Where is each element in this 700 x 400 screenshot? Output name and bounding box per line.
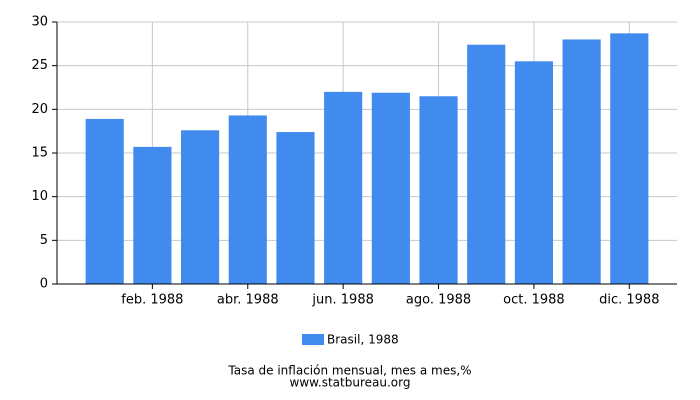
y-tick-label: 0 <box>40 277 48 292</box>
chart-title: Tasa de inflación mensual, mes a mes,% <box>227 364 471 378</box>
x-tick-label: feb. 1988 <box>121 293 183 308</box>
legend-label: Brasil, 1988 <box>327 333 399 347</box>
bar <box>181 130 220 284</box>
y-tick-label: 20 <box>31 102 48 117</box>
y-tick-label: 30 <box>31 15 48 30</box>
bar <box>562 39 601 284</box>
bar <box>419 96 458 284</box>
x-tick-label: ago. 1988 <box>406 293 471 308</box>
x-tick-label: dic. 1988 <box>599 293 659 308</box>
bar <box>85 118 124 284</box>
x-tick-label: abr. 1988 <box>217 293 279 308</box>
bar <box>467 44 506 284</box>
bar <box>324 91 363 284</box>
y-tick-label: 25 <box>31 58 48 73</box>
y-tick-label: 15 <box>31 146 48 161</box>
bar <box>371 92 410 285</box>
y-tick-label: 5 <box>40 233 48 248</box>
bar <box>228 115 267 285</box>
bar <box>276 132 315 284</box>
x-tick-label: jun. 1988 <box>311 293 373 308</box>
bar <box>514 61 553 284</box>
legend-swatch <box>302 334 324 345</box>
bar <box>133 146 172 284</box>
source: www.statbureau.org <box>290 376 411 390</box>
x-tick-label: oct. 1988 <box>503 293 565 308</box>
y-tick-label: 10 <box>31 189 48 204</box>
bar <box>610 33 649 284</box>
